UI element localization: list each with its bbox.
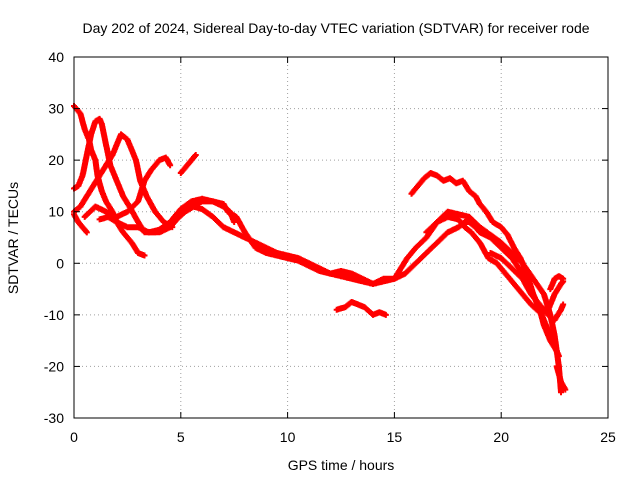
x-tick-label: 25 bbox=[600, 429, 616, 445]
marker-trail bbox=[487, 250, 567, 323]
grid bbox=[74, 57, 608, 418]
y-tick-label: -20 bbox=[44, 358, 64, 374]
series-track-9 bbox=[333, 299, 389, 318]
x-axis-label: GPS time / hours bbox=[288, 457, 395, 473]
series-track-14 bbox=[553, 363, 569, 393]
series-track-11 bbox=[423, 213, 567, 316]
marker-trail bbox=[81, 154, 174, 220]
x-tick-label: 15 bbox=[387, 429, 403, 445]
x-tick-label: 0 bbox=[70, 429, 78, 445]
y-tick-label: 10 bbox=[48, 204, 64, 220]
y-axis-label: SDTVAR / TECUs bbox=[5, 182, 21, 294]
marker-trail bbox=[408, 170, 560, 354]
series-track-10 bbox=[408, 170, 560, 354]
x-tick-label: 10 bbox=[280, 429, 296, 445]
y-tick-label: 0 bbox=[56, 255, 64, 271]
y-tick-label: -30 bbox=[44, 410, 64, 426]
x-tick-label: 5 bbox=[177, 429, 185, 445]
marker-trail bbox=[177, 151, 199, 176]
plot-frame bbox=[73, 56, 609, 419]
x-tick-label: 20 bbox=[493, 429, 509, 445]
axes: 0 5 10 15 20 25 -30 -20 -10 0 10 20 30 40 bbox=[44, 49, 616, 445]
y-tick-label: 20 bbox=[48, 152, 64, 168]
marker-trail bbox=[423, 213, 567, 316]
y-tick-label: 40 bbox=[48, 49, 64, 65]
marker-trail bbox=[547, 273, 567, 293]
series-track-8 bbox=[177, 151, 199, 176]
marker-trail bbox=[553, 363, 569, 393]
y-tick-label: -10 bbox=[44, 307, 64, 323]
marker-trail bbox=[333, 299, 389, 318]
series-track-12 bbox=[487, 250, 567, 323]
chart-title: Day 202 of 2024, Sidereal Day-to-day VTE… bbox=[82, 20, 589, 36]
data-points bbox=[71, 103, 569, 396]
series-track-13 bbox=[547, 273, 567, 293]
series-track-5 bbox=[81, 154, 174, 220]
y-tick-label: 30 bbox=[48, 101, 64, 117]
